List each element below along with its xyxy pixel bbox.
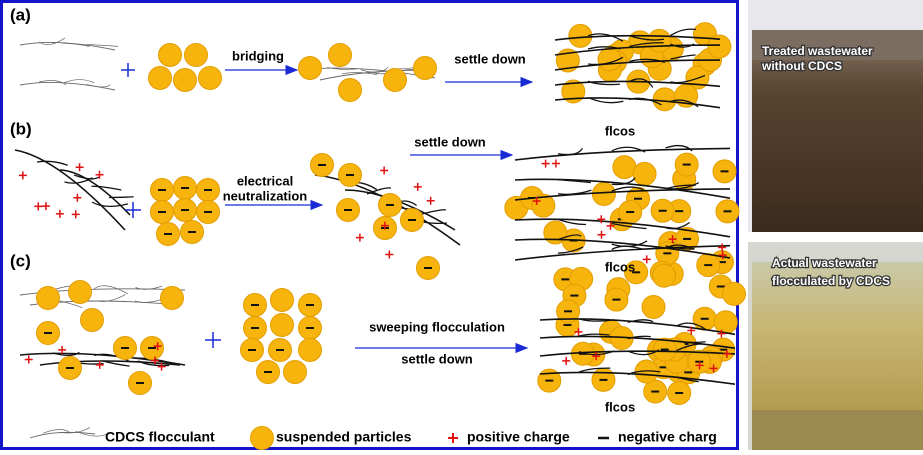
label: flcos <box>605 123 635 138</box>
particle <box>174 69 197 92</box>
particle <box>161 287 184 310</box>
label: negative charg <box>618 429 717 445</box>
label: suspended particles <box>276 429 412 445</box>
fiber-branch <box>109 197 134 198</box>
label: (a) <box>10 5 31 24</box>
particle <box>69 281 92 304</box>
particle <box>414 57 437 80</box>
photo-caption: Actual wastewater <box>772 256 877 270</box>
label: sweeping flocculation <box>369 319 505 334</box>
particle <box>384 69 407 92</box>
particle <box>159 44 182 67</box>
particle <box>613 156 636 179</box>
label: flcos <box>605 399 635 414</box>
particle <box>714 311 737 334</box>
photo-2: Actual wastewater flocculated by CDCS <box>748 242 923 450</box>
label: neutralization <box>223 188 308 203</box>
label: bridging <box>232 48 284 63</box>
label: positive charge <box>467 429 570 445</box>
particle <box>339 79 362 102</box>
particle <box>544 221 567 244</box>
particle <box>329 44 352 67</box>
particle <box>652 264 675 287</box>
particle <box>185 44 208 67</box>
label: CDCS flocculant <box>105 429 215 445</box>
particle <box>723 282 746 305</box>
label: (b) <box>10 119 32 138</box>
particle <box>299 339 322 362</box>
label: settle down <box>454 51 526 66</box>
particle <box>648 29 671 52</box>
particle <box>37 287 60 310</box>
particle <box>633 162 656 185</box>
label: electrical <box>237 173 293 188</box>
particle <box>199 67 222 90</box>
label: settle down <box>414 134 486 149</box>
label: flcos <box>605 259 635 274</box>
particle <box>592 183 615 206</box>
photo-caption: without CDCS <box>761 59 842 73</box>
photo-caption: flocculated by CDCS <box>772 274 890 288</box>
photo-caption: Treated wastewater <box>762 44 873 58</box>
particle <box>299 57 322 80</box>
figure: Treated wastewater without CDCS Actual w… <box>0 0 923 450</box>
particle <box>251 427 274 450</box>
particle <box>81 309 104 332</box>
particle <box>271 314 294 337</box>
particle <box>271 289 294 312</box>
particle <box>653 88 676 111</box>
photo-1: Treated wastewater without CDCS <box>748 0 923 232</box>
label: settle down <box>401 351 473 366</box>
label: (c) <box>10 251 31 270</box>
particle <box>149 67 172 90</box>
particle <box>642 295 665 318</box>
particle <box>284 361 307 384</box>
